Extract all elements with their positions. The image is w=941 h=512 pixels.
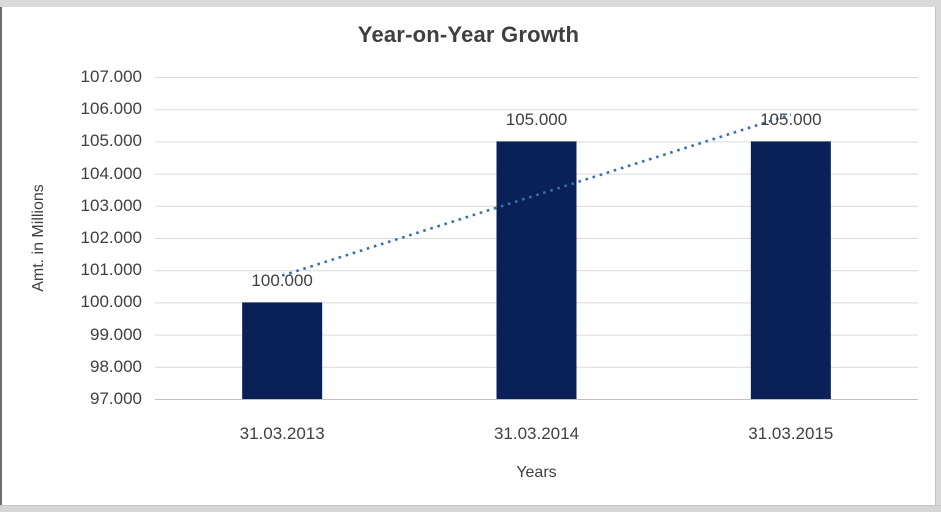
y-tick-label: 102.000	[80, 228, 142, 247]
y-tick-label: 105.000	[80, 131, 142, 151]
window-edge-left	[0, 7, 2, 505]
window-edge-top	[0, 0, 941, 7]
trendline[interactable]	[281, 113, 792, 277]
y-axis-title[interactable]: Amt. in Millions	[30, 184, 47, 292]
x-axis-title[interactable]: Years	[516, 464, 557, 481]
x-tick-label: 31.03.2014	[493, 424, 580, 443]
bar-data-label: 105.000	[760, 110, 822, 130]
bar-data-label: 100.000	[251, 271, 313, 291]
bar-31.03.2013[interactable]	[242, 302, 323, 399]
y-tick-label: 104.000	[80, 163, 142, 183]
bar-data-label: 105.000	[505, 110, 568, 130]
y-tick-label: 99.000	[90, 324, 142, 344]
x-tick-label: 31.03.2015	[748, 424, 834, 443]
window-edge-bottom	[0, 505, 941, 512]
y-tick-label: 107.000	[80, 67, 142, 86]
bar-31.03.2014[interactable]	[496, 141, 577, 399]
y-tick-label: 106.000	[80, 99, 142, 119]
y-tick-label: 98.000	[90, 356, 142, 376]
y-tick-label: 100.000	[80, 292, 142, 312]
x-tick-label: 31.03.2013	[239, 424, 325, 443]
y-tick-label: 103.000	[80, 195, 142, 215]
y-tick-label: 101.000	[80, 260, 142, 280]
y-tick-label: 97.000	[90, 389, 142, 408]
window-edge-right	[935, 7, 941, 505]
bar-31.03.2015[interactable]	[750, 141, 831, 399]
chart-title[interactable]: Year-on-Year Growth	[357, 22, 580, 47]
